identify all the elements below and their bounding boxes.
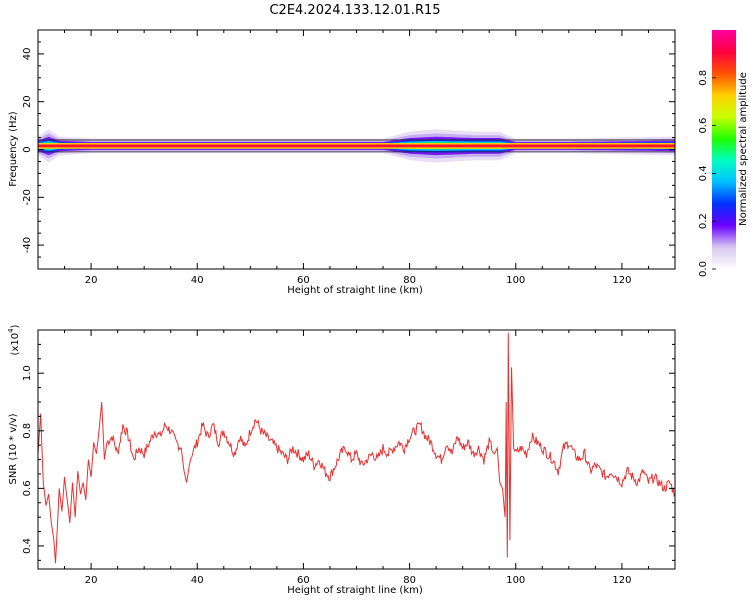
snr-scale-label: (x104) <box>7 324 21 355</box>
snr-ticks: 20 40 60 80 100 120 0.4 0.6 0.8 1.0 <box>22 329 676 586</box>
snr-x-tick-label: 120 <box>612 575 631 586</box>
colorbar-tick-label: 0.4 <box>698 165 709 181</box>
snr-x-tick-label: 40 <box>191 575 204 586</box>
snr-x-tick-label: 20 <box>85 575 98 586</box>
snr-plot-area <box>38 332 675 564</box>
spectrogram-x-tick-label: 100 <box>506 275 525 286</box>
spectrogram-ticks: 20 40 60 80 100 120 -40 -20 0 20 40 <box>22 29 676 286</box>
spectrogram-y-tick-label: 40 <box>22 48 33 61</box>
spectrogram-x-tick-label: 40 <box>191 275 204 286</box>
spectrogram-y-tick-label: -20 <box>22 189 33 205</box>
snr-x-tick-label: 60 <box>297 575 310 586</box>
spectrogram-x-tick-label: 120 <box>612 275 631 286</box>
snr-x-axis-label: Height of straight line (km) <box>287 585 423 596</box>
spectrogram-band-core-red <box>38 144 675 148</box>
spectrogram-x-tick-label: 80 <box>403 275 416 286</box>
snr-x-tick-label: 100 <box>506 575 525 586</box>
spectrogram-y-axis-label: Frequency (Hz) <box>8 111 19 187</box>
colorbar-gradient <box>712 30 736 269</box>
figure-title: C2E4.2024.133.12.01.R15 <box>269 3 440 18</box>
snr-y-tick-label: 0.4 <box>22 538 33 554</box>
snr-y-tick-label: 0.6 <box>22 480 33 496</box>
snr-series-line <box>38 332 675 564</box>
colorbar-ticks: 0.0 0.2 0.4 0.6 0.8 <box>698 70 716 277</box>
spectrogram-panel: 20 40 60 80 100 120 -40 -20 0 20 40 Height of stra… <box>8 29 676 296</box>
colorbar-label: Normalized spectral amplitude <box>738 72 749 226</box>
colorbar-tick-label: 0.6 <box>698 118 709 134</box>
colorbar: 0.0 0.2 0.4 0.6 0.8 Normalized spectral ampl… <box>698 30 749 277</box>
snr-y-axis-label: SNR (10 * v/v) <box>8 413 19 484</box>
colorbar-tick-label: 0.2 <box>698 213 709 229</box>
colorbar-tick-label: 0.0 <box>698 261 709 277</box>
spectrogram-y-tick-label: 0 <box>22 146 33 152</box>
spectrogram-y-tick-label: -40 <box>22 237 33 253</box>
spectrogram-y-tick-label: 20 <box>22 95 33 108</box>
spectrogram-x-tick-label: 20 <box>85 275 98 286</box>
snr-y-tick-label: 0.8 <box>22 423 33 439</box>
spectrogram-x-axis-label: Height of straight line (km) <box>287 285 423 296</box>
spectrogram-plot-area <box>38 129 675 163</box>
spectrogram-x-tick-label: 60 <box>297 275 310 286</box>
snr-x-tick-label: 80 <box>403 575 416 586</box>
snr-panel: 20 40 60 80 100 120 0.4 0.6 0.8 1.0 Height of str… <box>7 324 676 596</box>
snr-y-tick-label: 1.0 <box>22 365 33 381</box>
colorbar-tick-label: 0.8 <box>698 70 709 86</box>
